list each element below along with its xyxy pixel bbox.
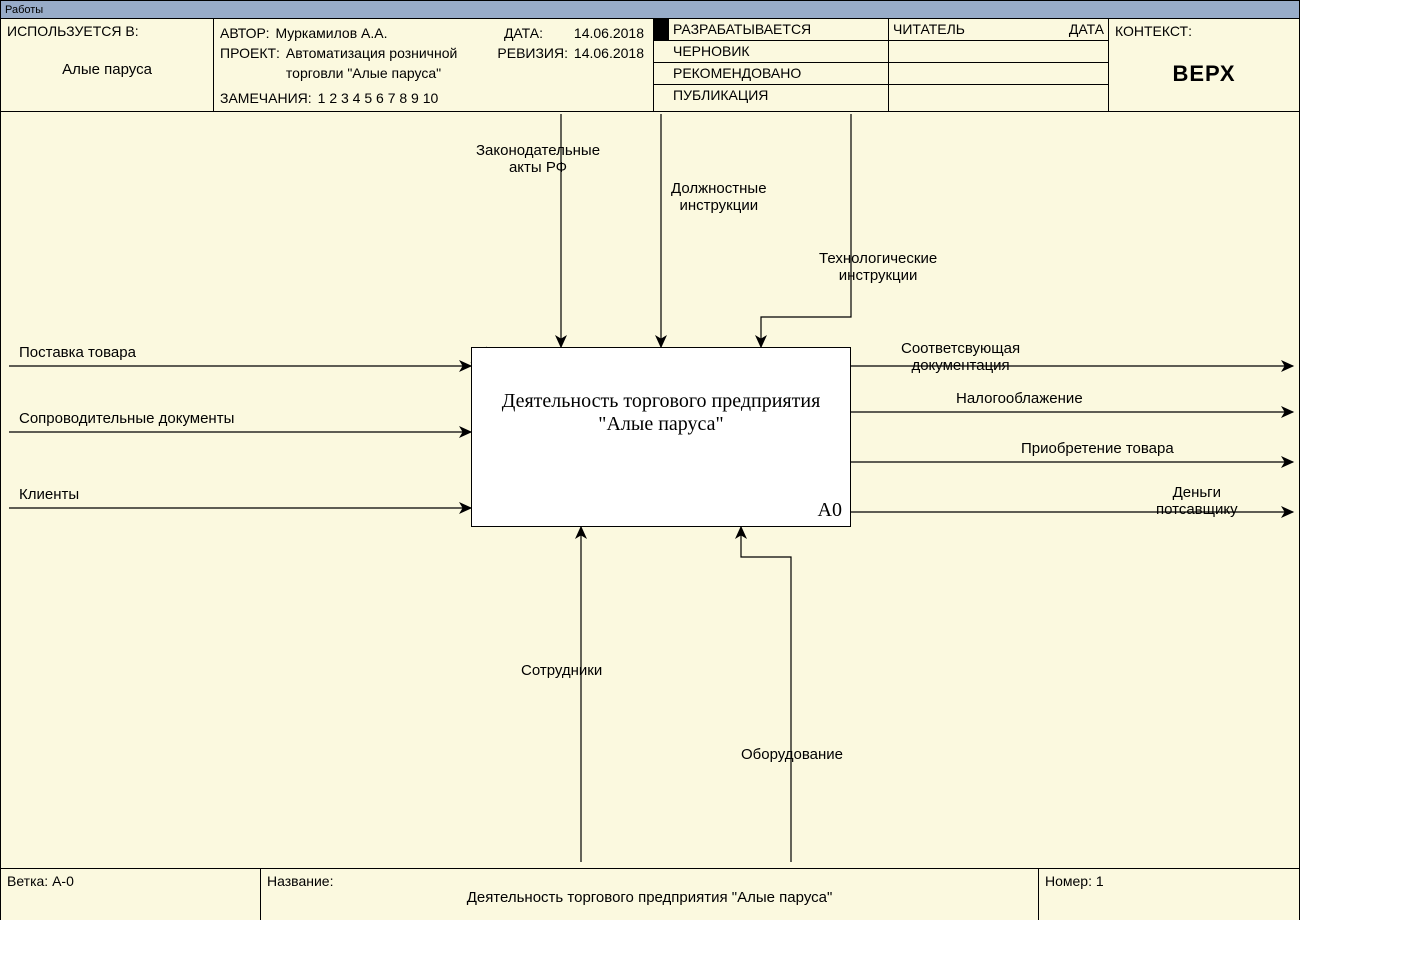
notes-value: 1 2 3 4 5 6 7 8 9 10 [318,88,439,108]
window-title: Работы [1,1,1299,19]
header-reader: ЧИТАТЕЛЬ ДАТА [889,19,1109,111]
arrow-label: Приобретение товара [1021,440,1174,457]
arrow-label: Налогооблажение [956,390,1083,407]
footer-number: Номер: 1 [1039,869,1299,920]
arrow-label: Поставка товара [19,344,136,361]
status-recommended: РЕКОМЕНДОВАНО [669,63,888,84]
arrow-label: Соответсвующая документация [901,340,1020,374]
title-label: Название: [267,873,333,889]
project-label: ПРОЕКТ: [220,43,280,83]
footer-branch: Ветка: А-0 [1,869,261,920]
box-id: А0 [818,499,842,522]
header-status: РАЗРАБАТЫВАЕТСЯ ЧЕРНОВИК РЕКОМЕНДОВАНО П… [654,19,889,111]
date-value: 14.06.2018 [574,23,644,43]
branch-label: Ветка: [7,873,48,889]
project-value: Автоматизация розничной торговли "Алые п… [286,43,496,83]
header-project-info: АВТОР: Муркамилов А.А. ДАТА: 14.06.2018 … [214,19,654,111]
status-publication: ПУБЛИКАЦИЯ [669,85,888,107]
diagram-frame: Работы ИСПОЛЬЗУЕТСЯ В: Алые паруса АВТОР… [0,0,1300,920]
arrow-label: Сотрудники [521,662,602,679]
revision-label: РЕВИЗИЯ: [497,43,568,63]
diagram-canvas: Деятельность торгового предприятия"Алые … [1,112,1299,868]
status-developing: РАЗРАБАТЫВАЕТСЯ [669,19,888,40]
idef0-header: ИСПОЛЬЗУЕТСЯ В: Алые паруса АВТОР: Мурка… [1,19,1299,112]
number-value: 1 [1096,873,1104,889]
context-value: ВЕРХ [1115,61,1293,87]
header-used-in: ИСПОЛЬЗУЕТСЯ В: Алые паруса [1,19,214,111]
arrow-label: Технологические инструкции [819,250,937,284]
used-in-value: Алые паруса [7,61,207,78]
notes-label: ЗАМЕЧАНИЯ: [220,88,312,108]
status-marker [654,19,669,40]
arrow-label: Деньги потсавщику [1156,484,1238,518]
arrow-label: Клиенты [19,486,79,503]
arrow-label: Законодательные акты РФ [476,142,600,176]
idef0-footer: Ветка: А-0 Название: Деятельность торгов… [1,868,1299,920]
branch-value: А-0 [52,873,74,889]
revision-value: 14.06.2018 [574,43,644,63]
number-label: Номер: [1045,873,1092,889]
reader-date-label: ДАТА [1069,21,1104,38]
date-label: ДАТА: [504,23,543,43]
status-draft: ЧЕРНОВИК [669,41,888,62]
reader-label: ЧИТАТЕЛЬ [893,21,965,38]
activity-box: Деятельность торгового предприятия"Алые … [471,347,851,527]
header-context: КОНТЕКСТ: ВЕРХ [1109,19,1299,111]
box-title-1: Деятельность торгового предприятия [472,390,850,413]
arrow-label: Оборудование [741,746,843,763]
context-label: КОНТЕКСТ: [1115,23,1293,39]
author-value: Муркамилов А.А. [275,23,387,43]
author-label: АВТОР: [220,23,269,43]
used-in-label: ИСПОЛЬЗУЕТСЯ В: [7,23,207,39]
footer-title: Название: Деятельность торгового предпри… [261,869,1039,920]
title-value: Деятельность торгового предприятия "Алые… [267,873,1032,906]
arrow-label: Сопроводительные документы [19,410,234,427]
arrow-label: Должностные инструкции [671,180,767,214]
box-title-2: "Алые паруса" [472,413,850,436]
